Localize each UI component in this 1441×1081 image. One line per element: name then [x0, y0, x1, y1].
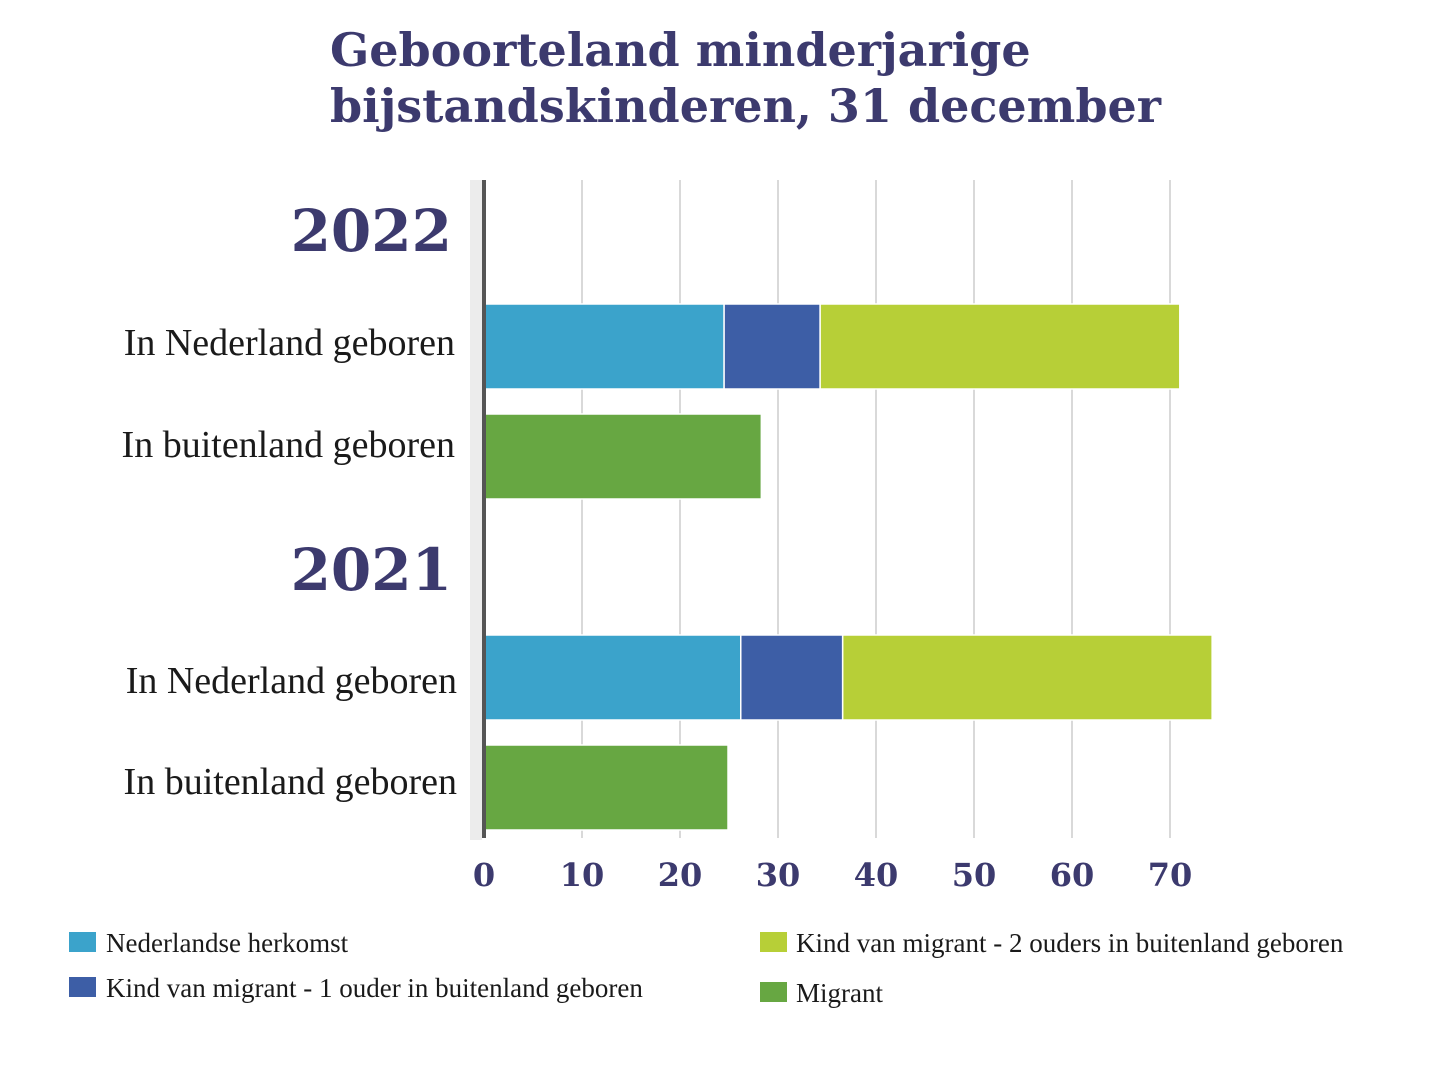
- bar-2021-nederland-series-1: [740, 634, 844, 721]
- x-tick-label-50: 50: [952, 856, 997, 894]
- category-label-2021-nl: In Nederland geboren: [126, 660, 457, 702]
- plot-background: [470, 180, 482, 840]
- legend: Nederlandse herkomst Kind van migrant - …: [69, 928, 1344, 1008]
- bar-2022-nederland-series-2: [819, 303, 1181, 390]
- legend-label-migrant: Migrant: [796, 978, 883, 1008]
- bars: [483, 303, 1213, 831]
- category-label-2022-bl: In buitenland geboren: [122, 424, 455, 466]
- chart-title-line-1: Geboorteland minderjarige: [330, 23, 1031, 77]
- x-tick-label-10: 10: [560, 856, 605, 894]
- legend-swatch-2-ouders: [760, 932, 787, 952]
- bar-2021-nederland-series-0: [483, 634, 742, 721]
- category-label-2022-nl: In Nederland geboren: [124, 322, 455, 364]
- category-label-2021-bl: In buitenland geboren: [124, 761, 457, 803]
- x-tick-label-30: 30: [756, 856, 801, 894]
- x-tick-label-60: 60: [1050, 856, 1095, 894]
- group-label-2021: 2021: [291, 536, 452, 604]
- bar-2022-nederland-series-1: [723, 303, 821, 390]
- bar-2022-buitenland-series-3: [483, 413, 763, 500]
- group-label-2022: 2022: [291, 197, 452, 265]
- bar-2022-nederland-series-0: [483, 303, 725, 390]
- bar-2021-buitenland-series-3: [483, 744, 729, 831]
- legend-swatch-migrant: [760, 982, 787, 1002]
- x-tick-label-40: 40: [854, 856, 899, 894]
- legend-label-nederlandse-herkomst: Nederlandse herkomst: [106, 928, 349, 958]
- legend-swatch-1-ouder: [69, 977, 96, 997]
- legend-label-1-ouder: Kind van migrant - 1 ouder in buitenland…: [106, 973, 643, 1003]
- grid-lines: [581, 180, 1171, 838]
- legend-swatch-nederlandse-herkomst: [69, 932, 96, 952]
- bar-2021-nederland-series-2: [841, 634, 1213, 721]
- x-tick-label-0: 0: [473, 856, 495, 894]
- x-tick-label-70: 70: [1148, 856, 1193, 894]
- x-tick-labels: 0 10 20 30 40 50 60 70: [473, 856, 1192, 894]
- x-tick-label-20: 20: [658, 856, 703, 894]
- axis-shadow: [470, 180, 482, 840]
- legend-label-2-ouders: Kind van migrant - 2 ouders in buitenlan…: [796, 928, 1344, 958]
- chart-title-line-2: bijstandskinderen, 31 december: [330, 79, 1162, 133]
